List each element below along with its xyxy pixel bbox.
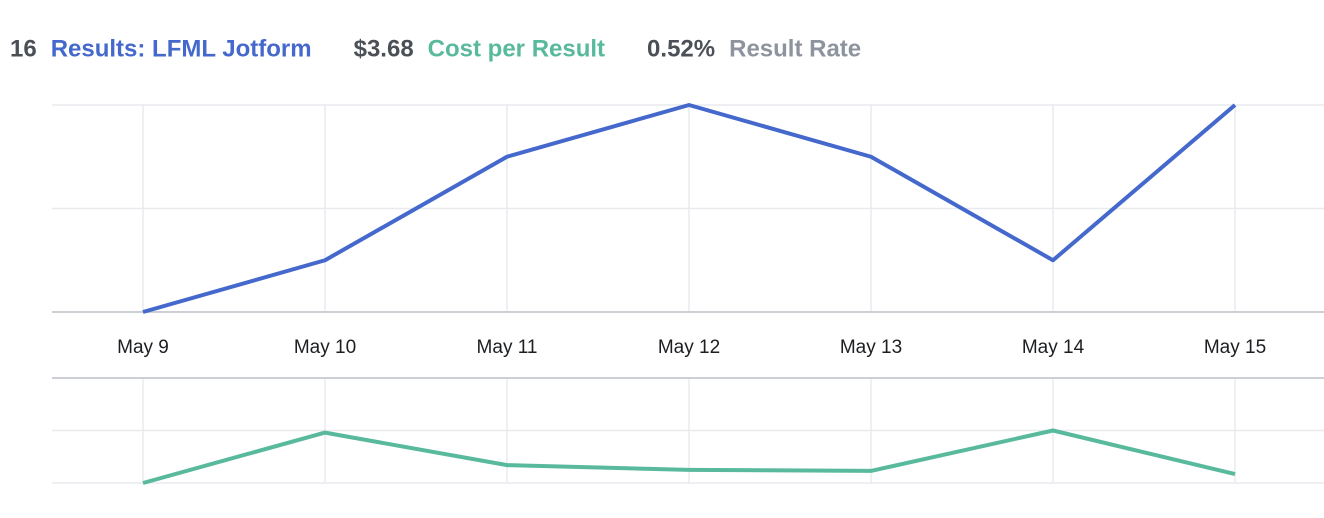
metric-label: Cost per Result [428, 35, 605, 62]
series-line [142, 428, 1236, 485]
x-tick-label: May 11 [477, 337, 538, 358]
x-tick-label: May 9 [117, 337, 169, 358]
x-tick-label: May 13 [840, 337, 902, 358]
metric-value: 16 [10, 35, 37, 62]
metric-label: Result Rate [729, 35, 861, 62]
metric-value: $3.68 [354, 35, 414, 62]
metric-value: 0.52% [647, 35, 715, 62]
x-tick-label: May 10 [294, 337, 356, 358]
x-tick-label: May 12 [658, 337, 720, 358]
metric-label: Results: LFML Jotform [51, 35, 312, 62]
series-line [142, 103, 1237, 314]
x-tick-label: May 14 [1022, 337, 1085, 358]
x-tick-label: May 15 [1204, 337, 1266, 358]
